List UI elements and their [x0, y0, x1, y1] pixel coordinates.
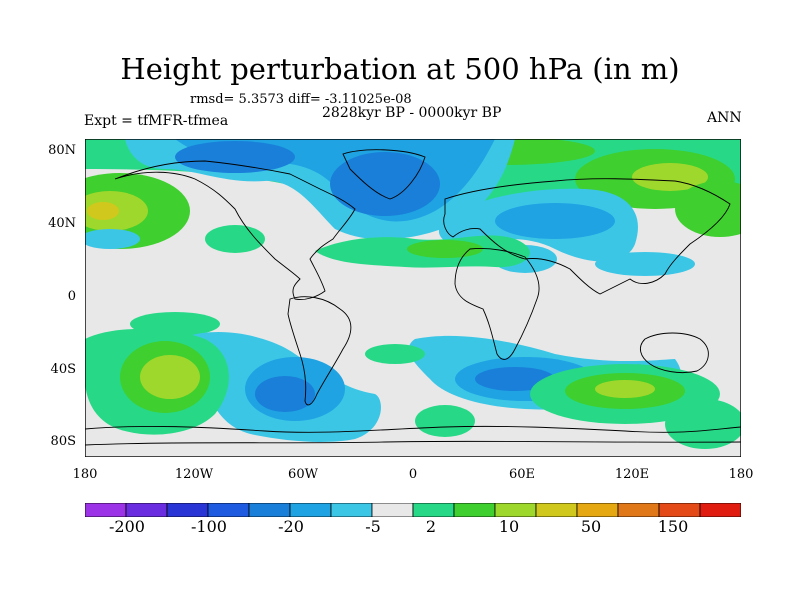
rmsd-stats: rmsd= 5.3573 diff= -3.11025e-08 [190, 92, 412, 107]
anomaly-region-south-atlantic-green2 [415, 405, 475, 437]
anomaly-map [85, 139, 741, 457]
colorbar-swatch [453, 503, 496, 517]
colorbar-label: -20 [278, 517, 304, 536]
lon-label-180w: 180 [72, 467, 98, 482]
anomaly-region-westpac-blue [595, 252, 695, 276]
anomaly-region-south-pacific-deep [255, 376, 315, 412]
colorbar-swatch [125, 503, 168, 517]
colorbar-label: 2 [425, 517, 437, 536]
season-label: ANN [707, 110, 742, 126]
lon-label-120w: 120W [174, 467, 214, 482]
lon-label-0: 0 [408, 467, 418, 482]
lon-label-180e: 180 [728, 467, 754, 482]
lon-label-60e: 60E [508, 467, 536, 482]
colorbar-swatch [617, 503, 660, 517]
colorbar-label: 10 [498, 517, 520, 536]
north-america-coast [114, 160, 356, 300]
colorbar-label: -5 [365, 517, 381, 536]
lat-label-40n: 40N [48, 216, 76, 231]
anomaly-region-npacific-orange [87, 202, 119, 220]
anomaly-region-pacific-blue [85, 229, 140, 249]
anomaly-region-greenland-deep [330, 152, 440, 216]
colorbar-label: 150 [657, 517, 689, 536]
colorbar-swatch [85, 503, 127, 517]
colorbar-swatch [412, 503, 455, 517]
colorbar-swatch [494, 503, 537, 517]
eurasia-coast [443, 178, 731, 295]
anomaly-region-atlantic-bright [407, 240, 483, 258]
time-period: 2828kyr BP - 0000kyr BP [322, 105, 502, 121]
colorbar-swatch [207, 503, 250, 517]
anomaly-region-eurasia-mid [495, 203, 615, 239]
africa-coast [454, 248, 540, 360]
anomaly-region-south-atlantic-green [365, 344, 425, 364]
colorbar-swatch [330, 503, 373, 517]
colorbar-swatch [699, 503, 741, 517]
colorbar-swatch [371, 503, 414, 517]
lat-label-0: 0 [67, 289, 76, 304]
colorbar-swatch [248, 503, 291, 517]
experiment-label: Expt = tfMFR-tfmea [84, 113, 229, 129]
colorbar-label: 50 [580, 517, 602, 536]
colorbar [85, 503, 741, 517]
colorbar-swatch [658, 503, 701, 517]
antarctica-coast [85, 425, 741, 446]
lon-label-60w: 60W [288, 467, 318, 482]
anomaly-region-antarctic-green [665, 399, 741, 449]
plot-title: Height perturbation at 500 hPa (in m) [120, 52, 680, 86]
south-america-coast [287, 296, 352, 406]
anomaly-region-se-pacific-yellow [140, 355, 200, 399]
colorbar-swatch [576, 503, 619, 517]
colorbar-swatch [535, 503, 578, 517]
anomaly-region-baffin-deep [175, 141, 295, 173]
colorbar-swatch [166, 503, 209, 517]
greenland-coast [342, 149, 426, 200]
anomaly-region-far-east-green [675, 181, 741, 237]
lat-label-40s: 40S [50, 362, 76, 377]
lon-label-120e: 120E [614, 467, 650, 482]
australia-coast [639, 332, 709, 374]
colorbar-label: -100 [191, 517, 227, 536]
coastlines [85, 149, 741, 446]
anomaly-region-australia-yellow [595, 380, 655, 398]
lat-label-80n: 80N [48, 143, 76, 158]
colorbar-label: -200 [109, 517, 145, 536]
colorbar-swatch [289, 503, 332, 517]
lat-label-80s: 80S [50, 434, 76, 449]
